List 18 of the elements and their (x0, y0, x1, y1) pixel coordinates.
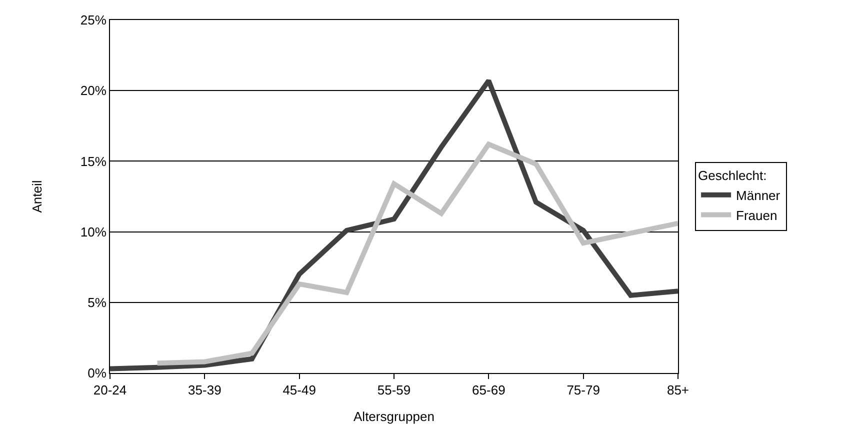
y-tick-label: 20% (80, 83, 107, 98)
legend-label: Männer (736, 188, 781, 203)
x-tick-label: 65-69 (472, 382, 506, 398)
y-tick-label: 10% (80, 224, 107, 240)
y-axis-title: Anteil (29, 180, 44, 213)
x-tick-label: 20-24 (93, 382, 127, 398)
y-tick-label: 0% (88, 366, 107, 381)
y-tick-label: 5% (88, 294, 107, 310)
x-tick-label: 45-49 (282, 382, 316, 398)
x-axis-title: Altersgruppen (354, 409, 434, 424)
y-tick-label: 15% (80, 154, 107, 169)
legend-title: Geschlecht: (698, 168, 767, 183)
y-tick-label: 25% (80, 12, 107, 28)
legend-label: Frauen (736, 208, 778, 223)
x-tick-label: 55-59 (377, 382, 411, 398)
x-tick-label: 75-79 (566, 382, 600, 398)
x-tick-label: 35-39 (188, 382, 222, 398)
x-tick-label: 85+ (666, 382, 690, 398)
